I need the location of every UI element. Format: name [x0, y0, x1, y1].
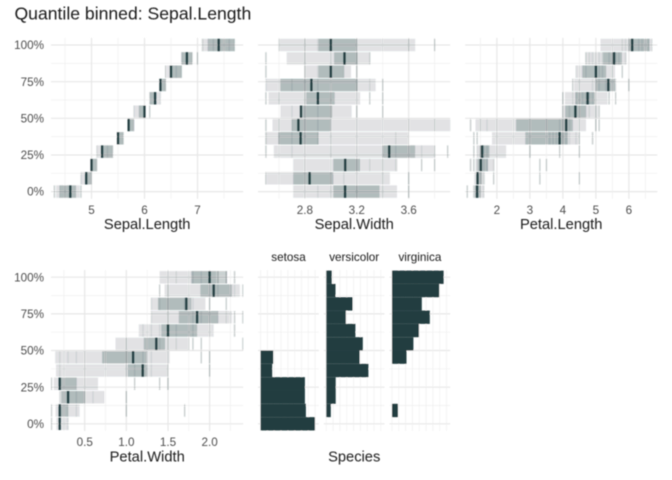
svg-text:4: 4: [560, 204, 567, 217]
svg-text:2.8: 2.8: [297, 204, 313, 217]
svg-text:50%: 50%: [21, 345, 44, 358]
svg-text:3: 3: [527, 204, 534, 217]
svg-text:Quantile binned: Sepal.Length: Quantile binned: Sepal.Length: [15, 4, 252, 24]
svg-text:Petal.Width: Petal.Width: [110, 449, 185, 465]
svg-text:100%: 100%: [14, 39, 44, 52]
svg-text:0%: 0%: [27, 418, 44, 431]
svg-text:3.2: 3.2: [349, 204, 365, 217]
svg-text:6: 6: [626, 204, 633, 217]
svg-text:0.5: 0.5: [77, 436, 94, 449]
svg-text:Sepal.Length: Sepal.Length: [104, 217, 191, 233]
svg-text:25%: 25%: [21, 149, 44, 162]
svg-text:setosa: setosa: [271, 251, 306, 264]
svg-text:virginica: virginica: [398, 251, 441, 264]
svg-text:1.5: 1.5: [160, 436, 177, 449]
svg-text:2: 2: [494, 204, 501, 217]
svg-text:0%: 0%: [27, 186, 44, 199]
svg-text:Petal.Length: Petal.Length: [520, 217, 602, 233]
svg-text:Species: Species: [328, 449, 380, 465]
svg-text:5: 5: [593, 204, 600, 217]
svg-text:75%: 75%: [21, 308, 44, 321]
svg-text:5: 5: [88, 204, 95, 217]
svg-text:7: 7: [194, 204, 201, 217]
svg-text:versicolor: versicolor: [329, 251, 379, 264]
svg-text:75%: 75%: [21, 76, 44, 89]
svg-text:Sepal.Width: Sepal.Width: [315, 217, 394, 233]
svg-text:25%: 25%: [21, 381, 44, 394]
svg-text:1.0: 1.0: [118, 436, 135, 449]
svg-text:3.6: 3.6: [401, 204, 417, 217]
svg-text:6: 6: [141, 204, 148, 217]
svg-text:50%: 50%: [21, 112, 44, 125]
svg-text:2.0: 2.0: [201, 436, 218, 449]
svg-text:100%: 100%: [14, 271, 44, 284]
